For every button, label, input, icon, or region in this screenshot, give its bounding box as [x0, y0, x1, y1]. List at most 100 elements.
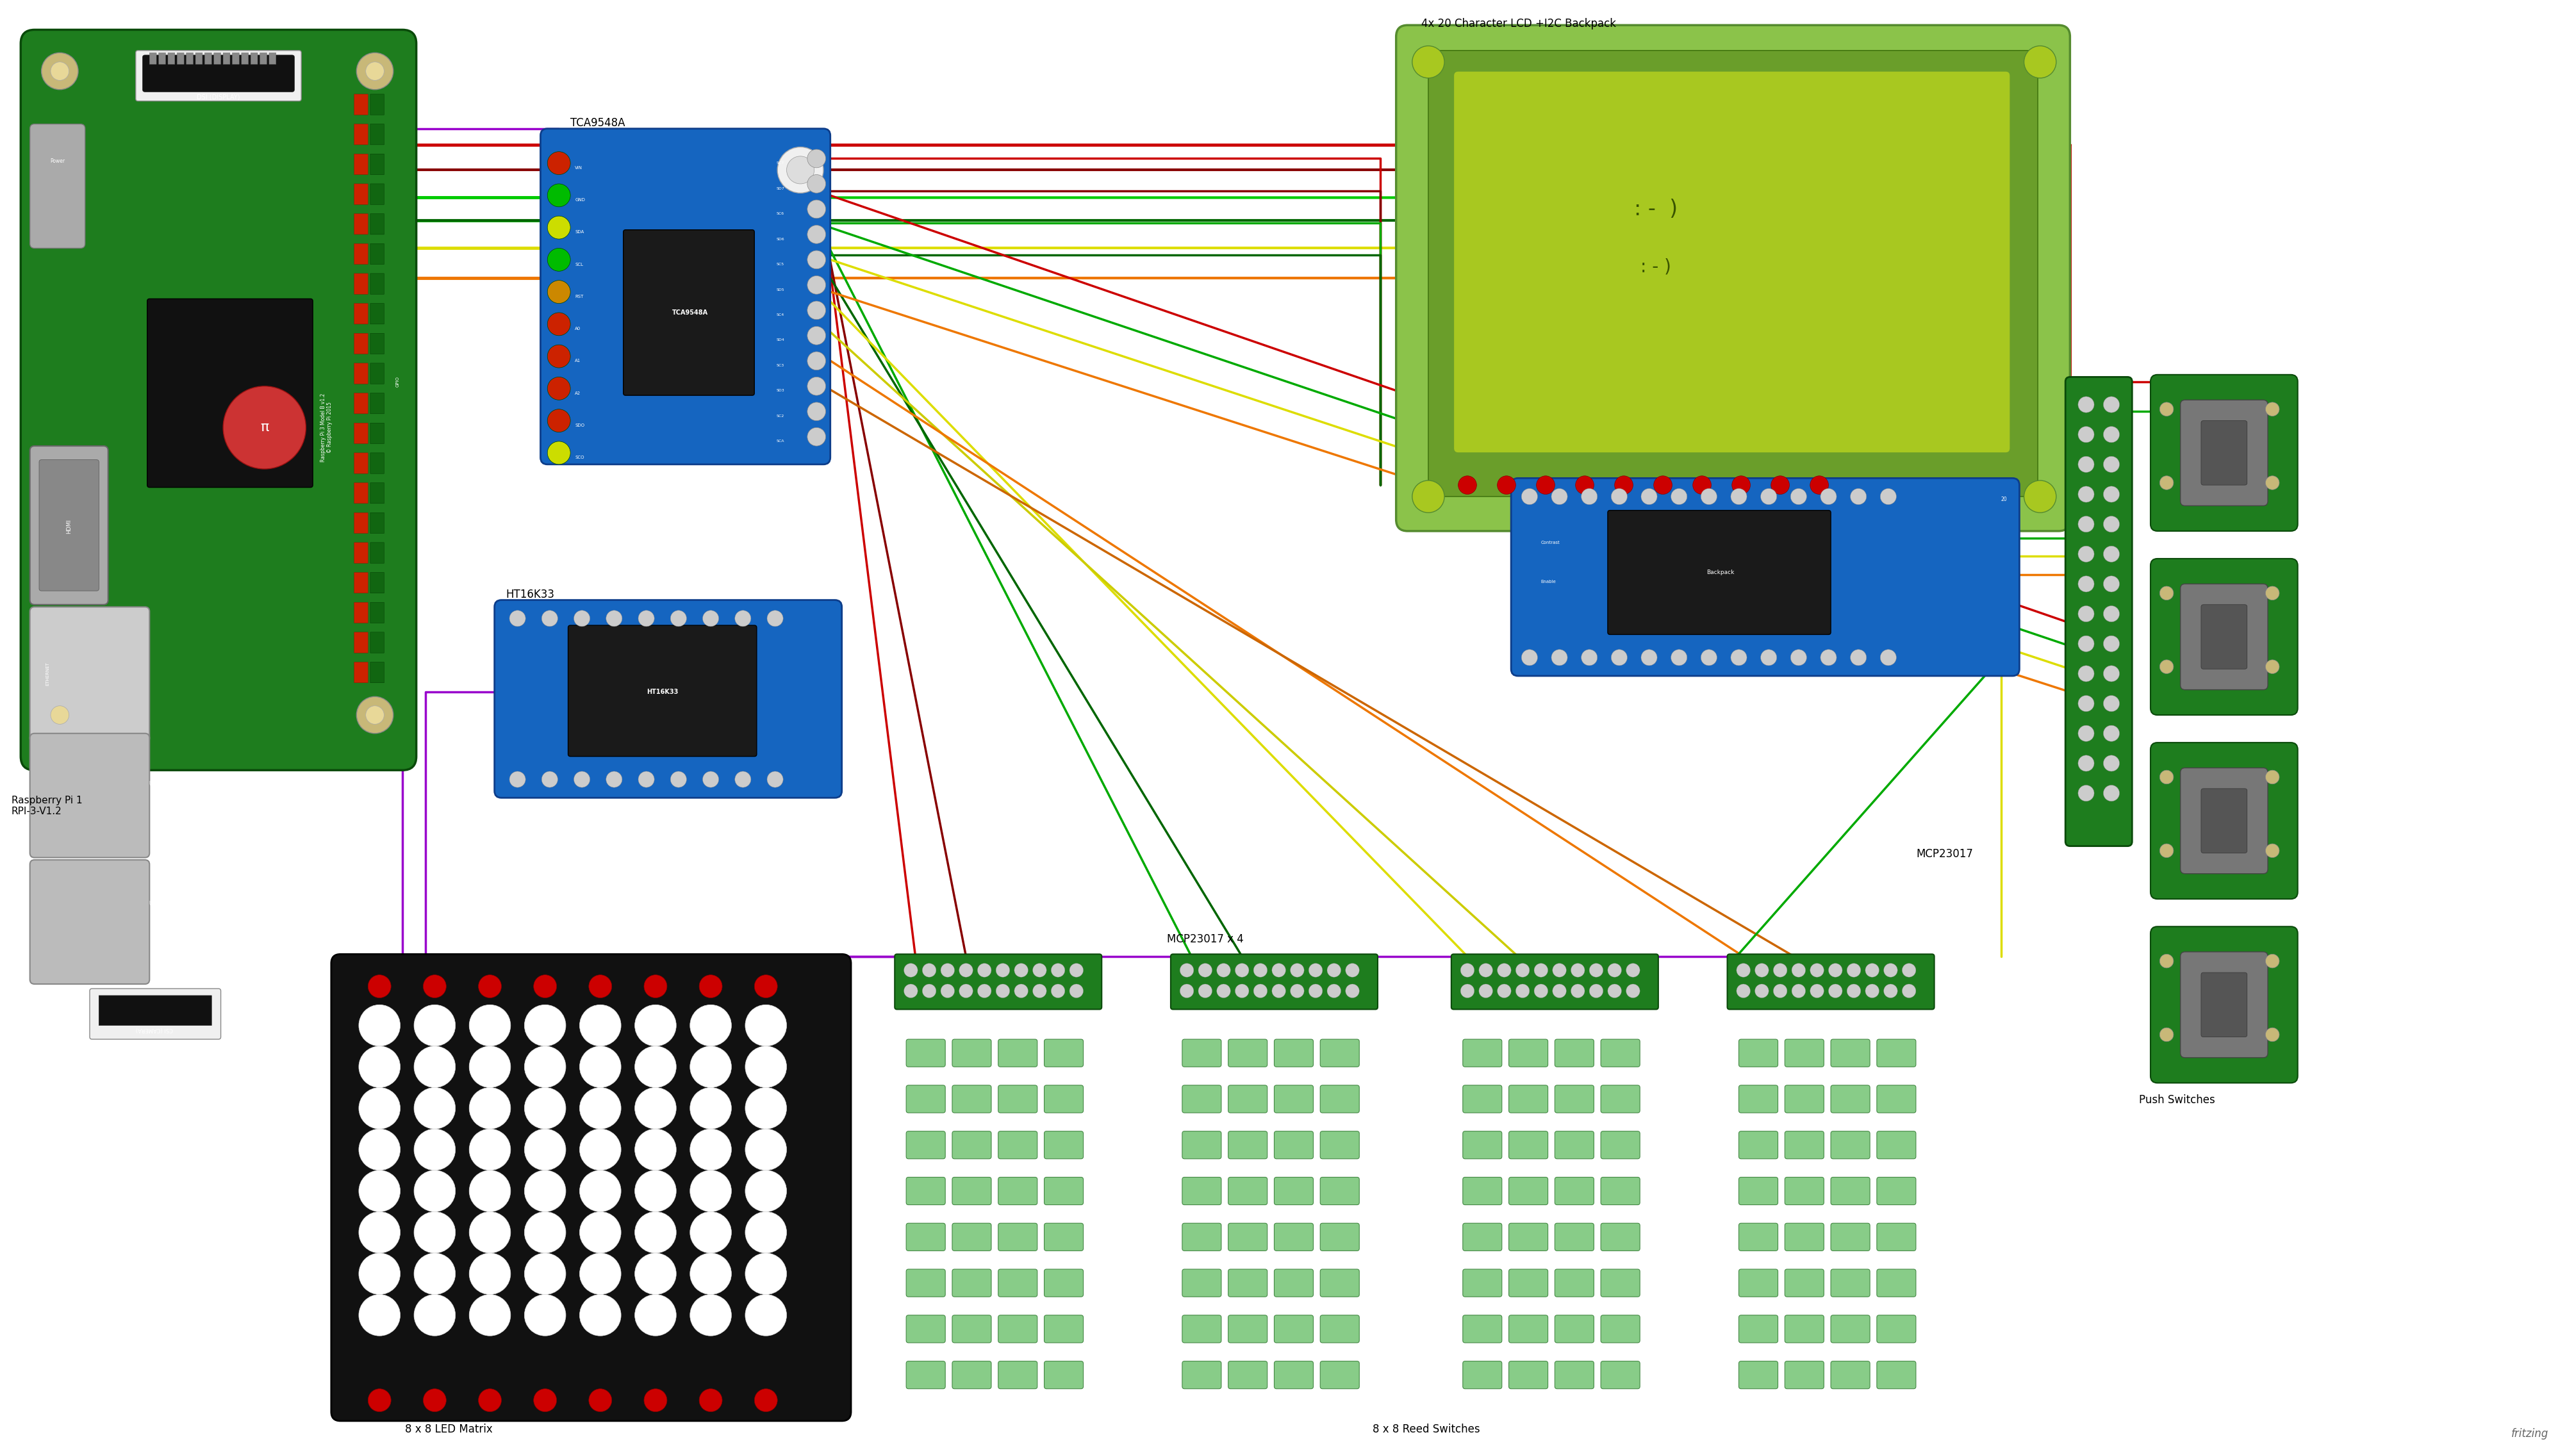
Text: SD4: SD4 — [775, 339, 783, 341]
Circle shape — [639, 772, 654, 788]
FancyBboxPatch shape — [1878, 1177, 1917, 1205]
Circle shape — [1772, 963, 1788, 978]
FancyBboxPatch shape — [541, 129, 829, 465]
FancyBboxPatch shape — [142, 55, 294, 92]
Circle shape — [224, 386, 307, 469]
Circle shape — [510, 772, 526, 788]
Circle shape — [41, 52, 77, 90]
FancyBboxPatch shape — [1785, 1268, 1824, 1296]
FancyBboxPatch shape — [1229, 1223, 1267, 1251]
FancyBboxPatch shape — [1739, 1177, 1777, 1205]
Circle shape — [1051, 984, 1064, 998]
FancyBboxPatch shape — [1182, 1315, 1221, 1343]
Circle shape — [1515, 984, 1530, 998]
FancyBboxPatch shape — [353, 482, 368, 503]
Circle shape — [2105, 426, 2120, 443]
FancyBboxPatch shape — [2179, 584, 2267, 690]
FancyBboxPatch shape — [1510, 1361, 1548, 1389]
Circle shape — [422, 975, 446, 998]
Circle shape — [806, 301, 827, 320]
Circle shape — [358, 1295, 399, 1335]
FancyBboxPatch shape — [1427, 51, 2038, 497]
FancyBboxPatch shape — [371, 154, 384, 174]
FancyBboxPatch shape — [1785, 1361, 1824, 1389]
Circle shape — [634, 1295, 675, 1335]
Circle shape — [806, 174, 827, 193]
Circle shape — [1216, 984, 1231, 998]
Circle shape — [2264, 586, 2280, 600]
Circle shape — [1829, 963, 1842, 978]
Text: USB 2x: USB 2x — [149, 901, 167, 907]
FancyBboxPatch shape — [1878, 1268, 1917, 1296]
FancyBboxPatch shape — [1510, 1085, 1548, 1113]
Circle shape — [415, 1004, 456, 1046]
FancyBboxPatch shape — [250, 52, 258, 64]
Circle shape — [997, 984, 1010, 998]
Circle shape — [574, 610, 590, 626]
Circle shape — [2105, 725, 2120, 741]
FancyBboxPatch shape — [1739, 1361, 1777, 1389]
Circle shape — [634, 1252, 675, 1295]
Circle shape — [1759, 649, 1777, 665]
Circle shape — [546, 280, 569, 304]
Circle shape — [479, 975, 502, 998]
FancyBboxPatch shape — [353, 333, 368, 355]
Circle shape — [605, 772, 623, 788]
FancyBboxPatch shape — [1785, 1177, 1824, 1205]
Circle shape — [1790, 649, 1806, 665]
Circle shape — [1345, 963, 1360, 978]
FancyBboxPatch shape — [137, 51, 301, 102]
Circle shape — [806, 352, 827, 371]
Circle shape — [415, 1046, 456, 1087]
Circle shape — [1736, 963, 1749, 978]
FancyBboxPatch shape — [332, 955, 850, 1421]
Circle shape — [644, 975, 667, 998]
FancyBboxPatch shape — [353, 214, 368, 234]
Circle shape — [1754, 963, 1770, 978]
Circle shape — [358, 1252, 399, 1295]
Text: ETHERNET: ETHERNET — [46, 661, 49, 686]
Circle shape — [510, 610, 526, 626]
Circle shape — [1589, 984, 1602, 998]
Circle shape — [1551, 488, 1566, 504]
Text: A0: A0 — [574, 327, 582, 331]
Text: GND: GND — [574, 198, 585, 202]
Circle shape — [744, 1046, 786, 1087]
FancyBboxPatch shape — [1182, 1223, 1221, 1251]
Text: 8 x 8 LED Matrix: 8 x 8 LED Matrix — [404, 1424, 492, 1434]
FancyBboxPatch shape — [1739, 1268, 1777, 1296]
FancyBboxPatch shape — [1182, 1132, 1221, 1159]
FancyBboxPatch shape — [353, 423, 368, 443]
FancyBboxPatch shape — [371, 423, 384, 443]
FancyBboxPatch shape — [371, 663, 384, 683]
Circle shape — [1731, 488, 1747, 504]
Circle shape — [546, 442, 569, 465]
FancyBboxPatch shape — [353, 453, 368, 474]
Circle shape — [1811, 963, 1824, 978]
FancyBboxPatch shape — [907, 1268, 945, 1296]
Circle shape — [366, 62, 384, 80]
Circle shape — [1754, 984, 1770, 998]
Circle shape — [1033, 984, 1046, 998]
FancyBboxPatch shape — [997, 1223, 1038, 1251]
Circle shape — [670, 772, 688, 788]
Text: A2: A2 — [574, 391, 580, 395]
Circle shape — [541, 610, 559, 626]
Text: SDA: SDA — [574, 230, 585, 234]
FancyBboxPatch shape — [997, 1039, 1038, 1067]
Circle shape — [1571, 984, 1584, 998]
Circle shape — [469, 1004, 510, 1046]
Circle shape — [526, 1295, 567, 1335]
Circle shape — [690, 1252, 732, 1295]
Circle shape — [469, 1252, 510, 1295]
Circle shape — [1327, 963, 1342, 978]
Circle shape — [415, 1252, 456, 1295]
Circle shape — [1615, 475, 1633, 494]
Circle shape — [1759, 488, 1777, 504]
Circle shape — [734, 610, 752, 626]
Circle shape — [469, 1046, 510, 1087]
FancyBboxPatch shape — [1463, 1223, 1502, 1251]
FancyBboxPatch shape — [147, 299, 312, 487]
FancyBboxPatch shape — [1043, 1268, 1084, 1296]
FancyBboxPatch shape — [353, 603, 368, 623]
